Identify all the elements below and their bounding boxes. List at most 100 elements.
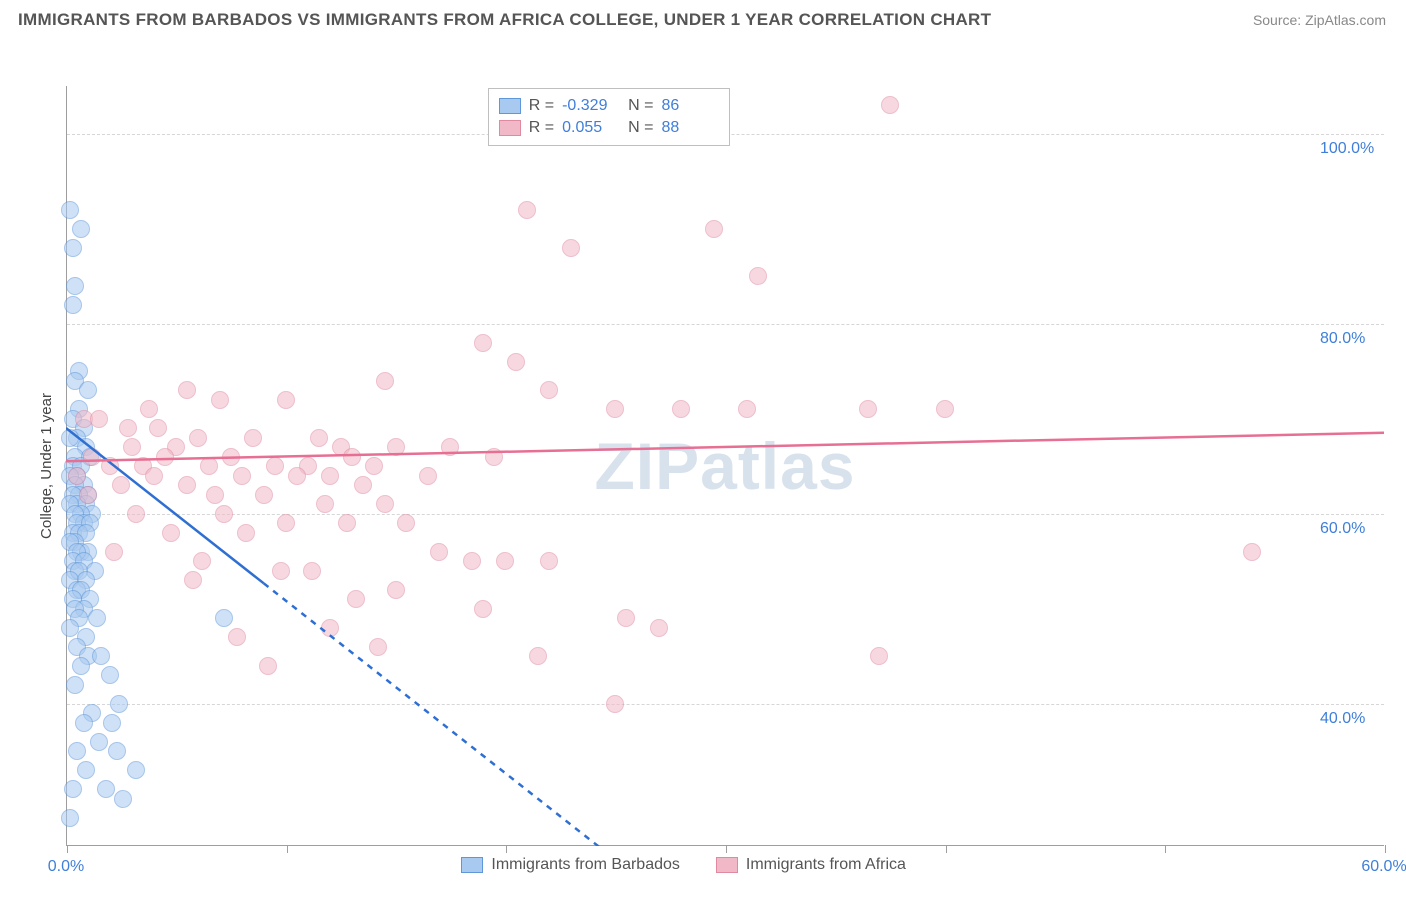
scatter-point [606,400,624,418]
legend-swatch [499,98,521,114]
stats-row: R =-0.329N =86 [499,95,720,117]
scatter-point [90,733,108,751]
scatter-point [441,438,459,456]
scatter-point [97,780,115,798]
scatter-point [206,486,224,504]
scatter-point [162,524,180,542]
scatter-point [272,562,290,580]
stats-n-value: 88 [661,117,719,139]
legend-label: Immigrants from Africa [746,856,906,874]
scatter-point [518,201,536,219]
scatter-point [110,695,128,713]
scatter-point [540,552,558,570]
scatter-point [72,657,90,675]
x-tick [946,845,947,853]
scatter-point [529,647,547,665]
scatter-point [259,657,277,675]
scatter-point [156,448,174,466]
scatter-point [562,239,580,257]
scatter-point [507,353,525,371]
scatter-point [277,391,295,409]
scatter-point [112,476,130,494]
scatter-point [617,609,635,627]
stats-n-value: 86 [661,95,719,117]
scatter-point [123,438,141,456]
stats-r-value: 0.055 [562,117,620,139]
scatter-point [64,239,82,257]
y-tick-label: 80.0% [1320,330,1365,348]
stats-r-value: -0.329 [562,95,620,117]
scatter-point [75,714,93,732]
scatter-point [68,467,86,485]
scatter-point [127,505,145,523]
scatter-point [650,619,668,637]
scatter-point [145,467,163,485]
scatter-point [108,742,126,760]
scatter-point [430,543,448,561]
scatter-point [92,647,110,665]
legend-swatch [716,857,738,873]
scatter-point [127,761,145,779]
x-tick-label: 60.0% [1361,858,1406,912]
chart-area: 40.0%60.0%80.0%100.0%0.0%60.0%College, U… [18,38,1388,880]
scatter-point [101,666,119,684]
legend-swatch [461,857,483,873]
scatter-point [244,429,262,447]
chart-header: IMMIGRANTS FROM BARBADOS VS IMMIGRANTS F… [0,0,1406,38]
y-tick-label: 40.0% [1320,710,1365,728]
scatter-point [266,457,284,475]
x-tick [1385,845,1386,853]
scatter-point [485,448,503,466]
scatter-point [149,419,167,437]
scatter-point [474,600,492,618]
gridline-h [67,514,1384,515]
scatter-point [1243,543,1261,561]
scatter-point [474,334,492,352]
scatter-point [369,638,387,656]
scatter-point [178,381,196,399]
y-axis-label: College, Under 1 year [38,393,55,539]
scatter-point [321,467,339,485]
scatter-point [705,220,723,238]
scatter-point [376,495,394,513]
scatter-point [387,581,405,599]
scatter-point [496,552,514,570]
scatter-point [83,448,101,466]
scatter-point [881,96,899,114]
scatter-point [77,761,95,779]
y-tick-label: 100.0% [1320,140,1374,158]
scatter-point [215,505,233,523]
scatter-point [140,400,158,418]
scatter-point [119,419,137,437]
scatter-point [419,467,437,485]
y-tick-label: 60.0% [1320,520,1365,538]
stats-box: R =-0.329N =86R =0.055N =88 [488,88,731,146]
scatter-point [672,400,690,418]
scatter-point [79,381,97,399]
bottom-legend: Immigrants from BarbadosImmigrants from … [461,856,906,874]
x-tick [67,845,68,853]
scatter-point [90,410,108,428]
scatter-point [64,780,82,798]
scatter-point [103,714,121,732]
scatter-point [749,267,767,285]
legend-item: Immigrants from Africa [716,856,906,874]
stats-r-label: R = [529,117,554,139]
scatter-point [870,647,888,665]
gridline-h [67,324,1384,325]
scatter-point [316,495,334,513]
x-tick [1165,845,1166,853]
scatter-point [321,619,339,637]
scatter-point [211,391,229,409]
scatter-point [189,429,207,447]
scatter-point [347,590,365,608]
scatter-point [101,457,119,475]
x-tick [726,845,727,853]
scatter-point [463,552,481,570]
scatter-point [540,381,558,399]
scatter-point [233,467,251,485]
gridline-h [67,704,1384,705]
scatter-point [255,486,273,504]
scatter-point [288,467,306,485]
scatter-point [338,514,356,532]
